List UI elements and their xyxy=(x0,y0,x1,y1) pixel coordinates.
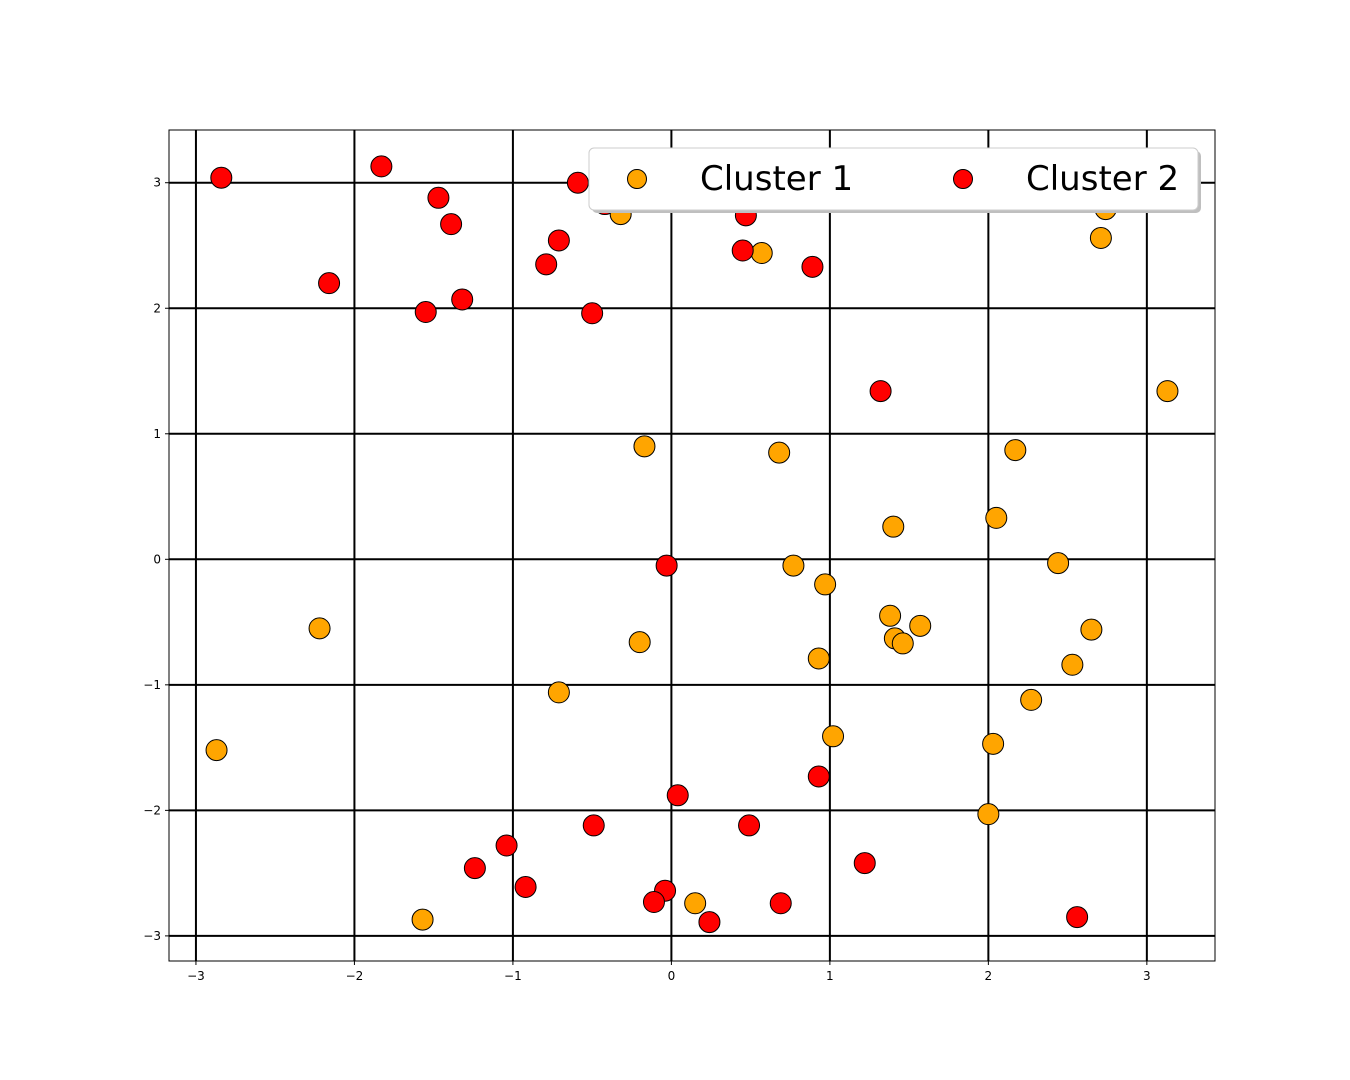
cluster-2-point xyxy=(869,380,892,403)
legend-label-cluster-2: Cluster 2 xyxy=(1026,159,1179,199)
cluster-2-point xyxy=(451,288,474,311)
cluster-2-point xyxy=(738,814,761,837)
legend-marker-cluster-1 xyxy=(627,169,647,189)
cluster-2-point xyxy=(642,891,665,914)
cluster-2-point xyxy=(582,814,605,837)
cluster-1-point xyxy=(1156,380,1179,403)
cluster-1-point xyxy=(879,604,902,627)
cluster-2-point xyxy=(547,229,570,252)
cluster-1-point xyxy=(814,573,837,596)
x-tick-label: −1 xyxy=(504,969,522,983)
cluster-1-point xyxy=(982,732,1005,755)
cluster-1-point xyxy=(1089,226,1112,249)
legend-label-cluster-1: Cluster 1 xyxy=(700,159,853,199)
y-tick-label: −1 xyxy=(143,678,161,692)
cluster-2-point xyxy=(535,253,558,276)
cluster-1-point xyxy=(205,739,228,762)
cluster-2-point xyxy=(440,213,463,236)
cluster-2-point xyxy=(566,171,589,194)
cluster-2-point xyxy=(427,186,450,209)
y-tick-label: 3 xyxy=(153,176,161,190)
cluster-2-point xyxy=(463,857,486,880)
cluster-2-point xyxy=(853,852,876,875)
cluster-1-point xyxy=(1020,688,1043,711)
cluster-1-point xyxy=(547,681,570,704)
cluster-2-point xyxy=(698,911,721,934)
cluster-2-point xyxy=(495,834,518,857)
cluster-1-point xyxy=(807,647,830,670)
cluster-1-point xyxy=(822,725,845,748)
cluster-2-point xyxy=(514,875,537,898)
cluster-1-point xyxy=(1004,439,1027,462)
y-tick-label: 0 xyxy=(153,552,161,566)
x-tick-label: 1 xyxy=(826,969,834,983)
cluster-2-point xyxy=(655,554,678,577)
cluster-1-point xyxy=(308,617,331,640)
cluster-1-point xyxy=(891,632,914,655)
cluster-1-point xyxy=(909,614,932,637)
x-tick-label: −3 xyxy=(187,969,205,983)
cluster-2-point xyxy=(318,272,341,295)
cluster-2-point xyxy=(801,255,824,278)
cluster-2-point xyxy=(581,302,604,325)
cluster-2-point xyxy=(769,892,792,915)
plot-frame xyxy=(168,129,1216,962)
cluster-1-point xyxy=(1061,653,1084,676)
x-tick-label: −2 xyxy=(346,969,364,983)
cluster-1-point xyxy=(985,506,1008,529)
cluster-1-point xyxy=(782,554,805,577)
y-tick-label: −2 xyxy=(143,803,161,817)
plot-background xyxy=(169,130,1215,961)
cluster-1-point xyxy=(684,892,707,915)
legend: Cluster 1 Cluster 2 xyxy=(588,147,1201,213)
x-tick-label: 0 xyxy=(668,969,676,983)
cluster-2-point xyxy=(370,155,393,178)
cluster-2-point xyxy=(414,301,437,324)
axis-ticks: −3 −2 −1 0 1 2 3 −3 −2 −1 0 1 2 3 xyxy=(143,176,1150,983)
cluster-1-point xyxy=(750,242,773,265)
cluster-1-point xyxy=(628,631,651,654)
cluster-1-point xyxy=(882,515,905,538)
cluster-1-point xyxy=(1080,618,1103,641)
cluster-2-point xyxy=(1066,906,1089,929)
y-tick-label: 2 xyxy=(153,301,161,315)
cluster-2-point xyxy=(210,166,233,189)
cluster-1-point xyxy=(768,441,791,464)
y-tick-label: 1 xyxy=(153,427,161,441)
cluster-1-point xyxy=(977,803,1000,826)
cluster-2-point xyxy=(666,784,689,807)
x-tick-label: 2 xyxy=(985,969,993,983)
cluster-1-point xyxy=(411,908,434,931)
cluster-2-point xyxy=(807,765,830,788)
y-tick-label: −3 xyxy=(143,929,161,943)
legend-box xyxy=(588,147,1199,211)
legend-marker-cluster-2 xyxy=(953,169,973,189)
cluster-1-point xyxy=(1047,552,1070,575)
x-tick-label: 3 xyxy=(1143,969,1151,983)
cluster-1-point xyxy=(633,435,656,458)
cluster-2-point xyxy=(731,239,754,262)
